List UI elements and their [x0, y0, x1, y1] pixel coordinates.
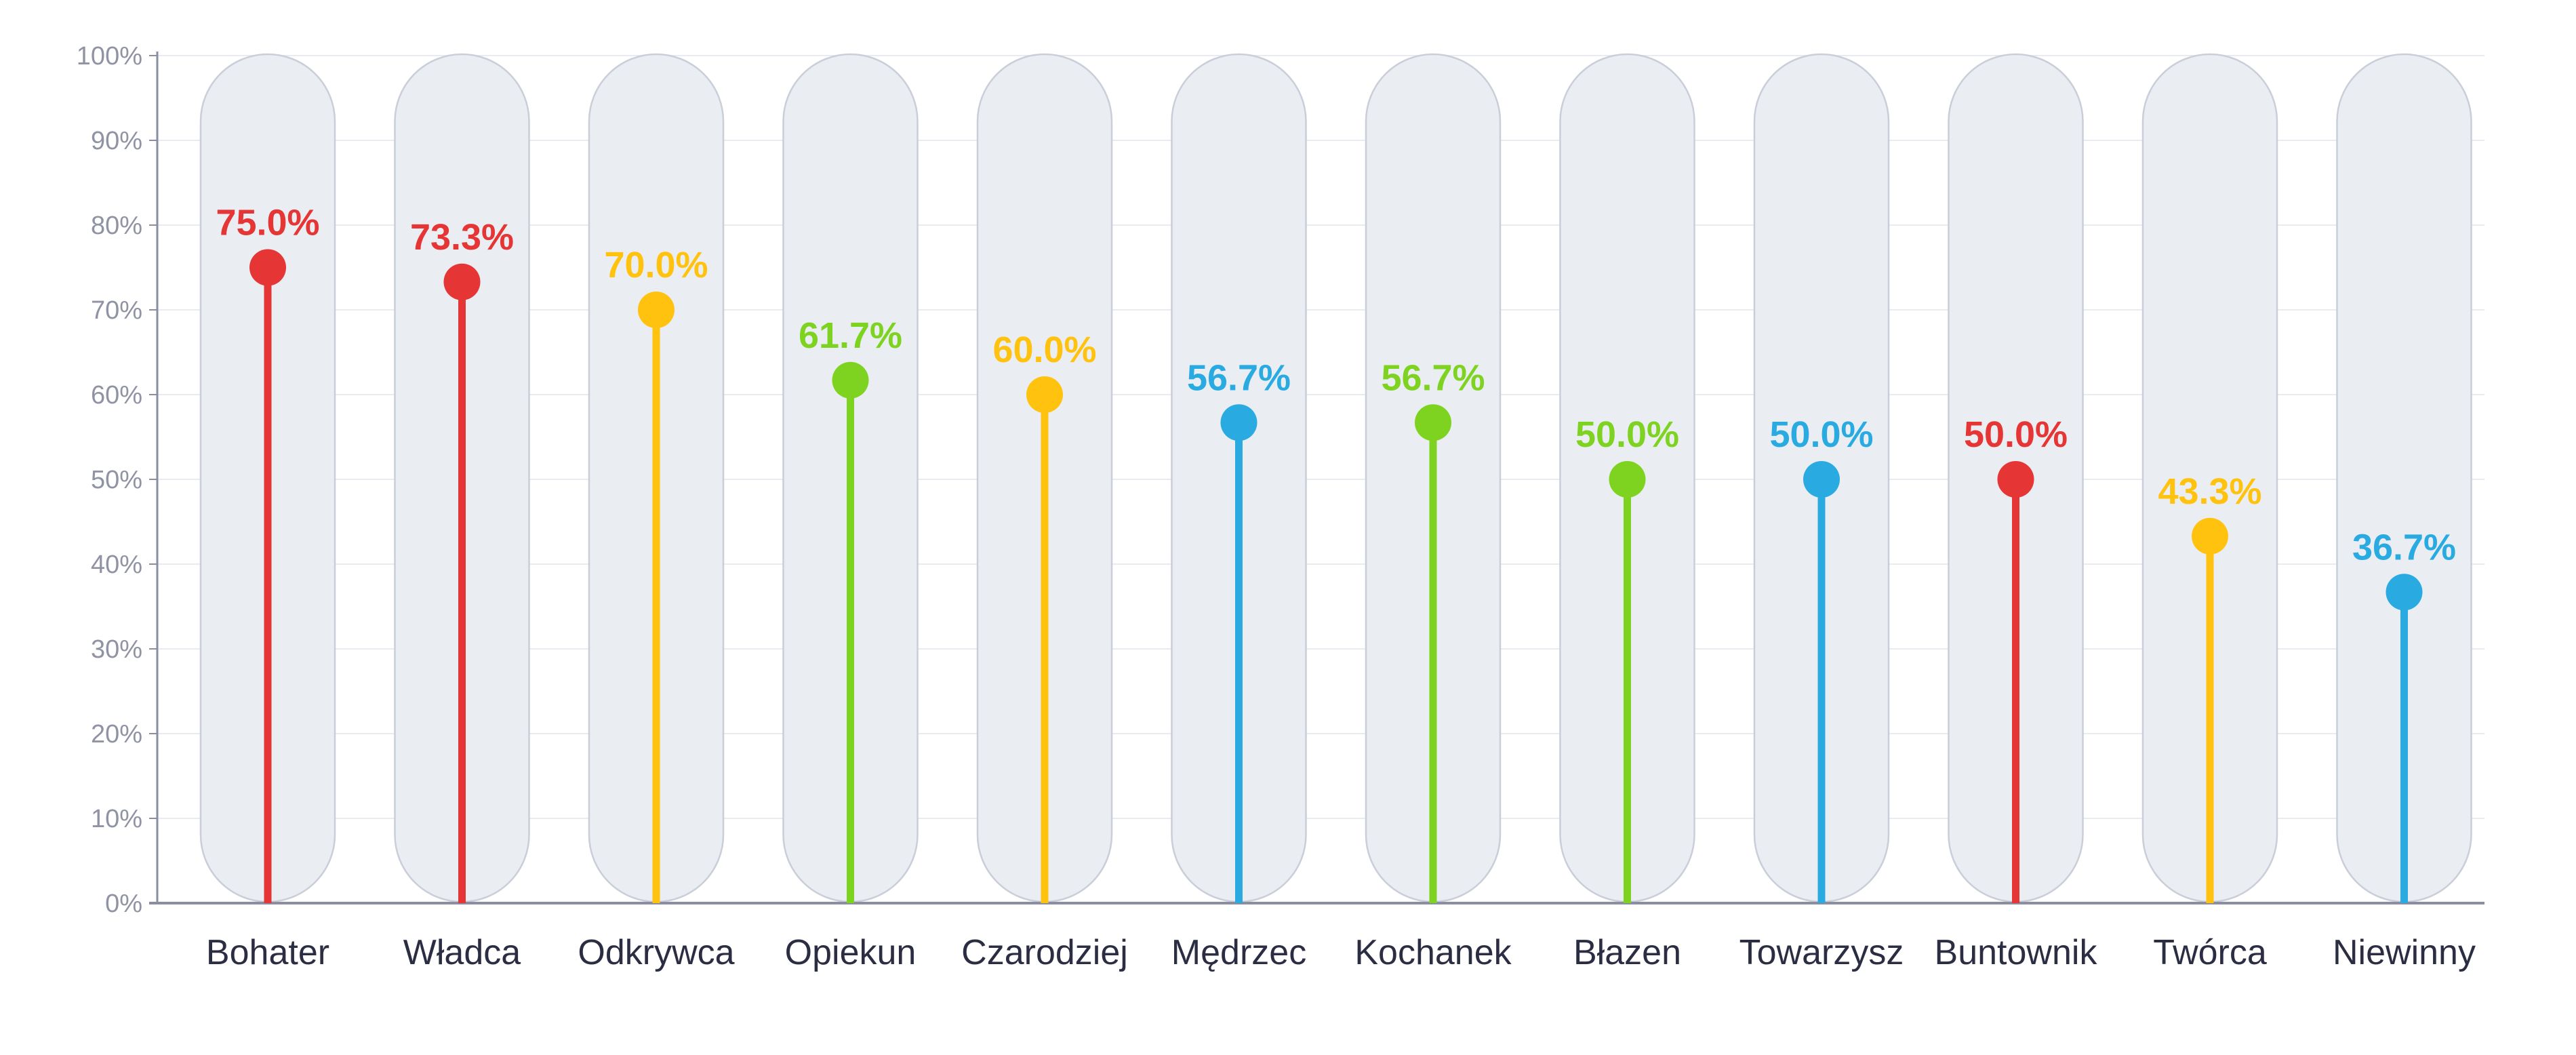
- lollipop-dot: [2192, 517, 2228, 555]
- lollipop-dot: [832, 361, 869, 399]
- y-tick-label: 70%: [91, 296, 142, 325]
- value-label: 73.3%: [410, 217, 514, 258]
- category-label: Opiekun: [785, 933, 917, 972]
- y-tick-label: 10%: [91, 805, 142, 833]
- y-tick-label: 60%: [91, 381, 142, 410]
- value-label: 75.0%: [216, 203, 319, 243]
- lollipop-dot: [2386, 574, 2423, 611]
- category-label: Władca: [403, 933, 521, 972]
- pill-layer: [199, 53, 2472, 903]
- value-label: 36.7%: [2352, 527, 2456, 568]
- category-label: Odkrywca: [578, 933, 734, 972]
- value-label: 70.0%: [604, 245, 708, 285]
- value-label: 56.7%: [1187, 357, 1291, 398]
- category-label: Czarodziej: [961, 933, 1128, 972]
- category-label: Towarzysz: [1739, 933, 1904, 972]
- y-tick-label: 100%: [77, 42, 142, 71]
- stick-layer: [249, 249, 2423, 903]
- category-label: Buntownik: [1935, 933, 2098, 972]
- lollipop-dot: [1609, 461, 1646, 498]
- value-label: 43.3%: [2158, 471, 2261, 512]
- value-label: 61.7%: [799, 315, 902, 356]
- lollipop-dot: [1997, 461, 2034, 498]
- y-tick-label: 20%: [91, 720, 142, 749]
- category-label: Twórca: [2153, 933, 2267, 972]
- value-label: 50.0%: [1575, 414, 1679, 455]
- value-label: 60.0%: [992, 330, 1096, 370]
- category-label: Kochanek: [1354, 933, 1512, 972]
- lollipop-dot: [443, 263, 481, 300]
- lollipop-dot: [1026, 376, 1063, 413]
- lollipop-dot: [1220, 404, 1257, 441]
- y-tick-label: 40%: [91, 551, 142, 579]
- y-tick-label: 0%: [105, 890, 142, 918]
- y-tick-label: 80%: [91, 212, 142, 240]
- y-tick-label: 50%: [91, 466, 142, 494]
- value-label: 50.0%: [1964, 414, 2068, 455]
- category-label: Bohater: [206, 933, 329, 972]
- grid-layer: [157, 55, 2484, 819]
- value-label: 56.7%: [1381, 357, 1485, 398]
- category-label: Niewinny: [2333, 933, 2476, 972]
- category-label: Mędrzec: [1171, 933, 1306, 972]
- y-tick-label: 30%: [91, 635, 142, 664]
- lollipop-dot: [638, 292, 675, 328]
- value-label: 50.0%: [1769, 414, 1873, 455]
- lollipop-dot: [249, 249, 286, 286]
- label-layer: 75.0% Bohater 73.3% Władca 70.0% Odkrywca 61.7…: [206, 203, 2476, 973]
- category-label: Błazen: [1573, 933, 1681, 972]
- axis-layer: 0% 10% 20% 30% 40% 50% 60% 70% 80% 90% 100%: [77, 42, 2484, 918]
- lollipop-dot: [1803, 461, 1840, 498]
- lollipop-dot: [1415, 404, 1451, 441]
- y-tick-label: 90%: [91, 127, 142, 155]
